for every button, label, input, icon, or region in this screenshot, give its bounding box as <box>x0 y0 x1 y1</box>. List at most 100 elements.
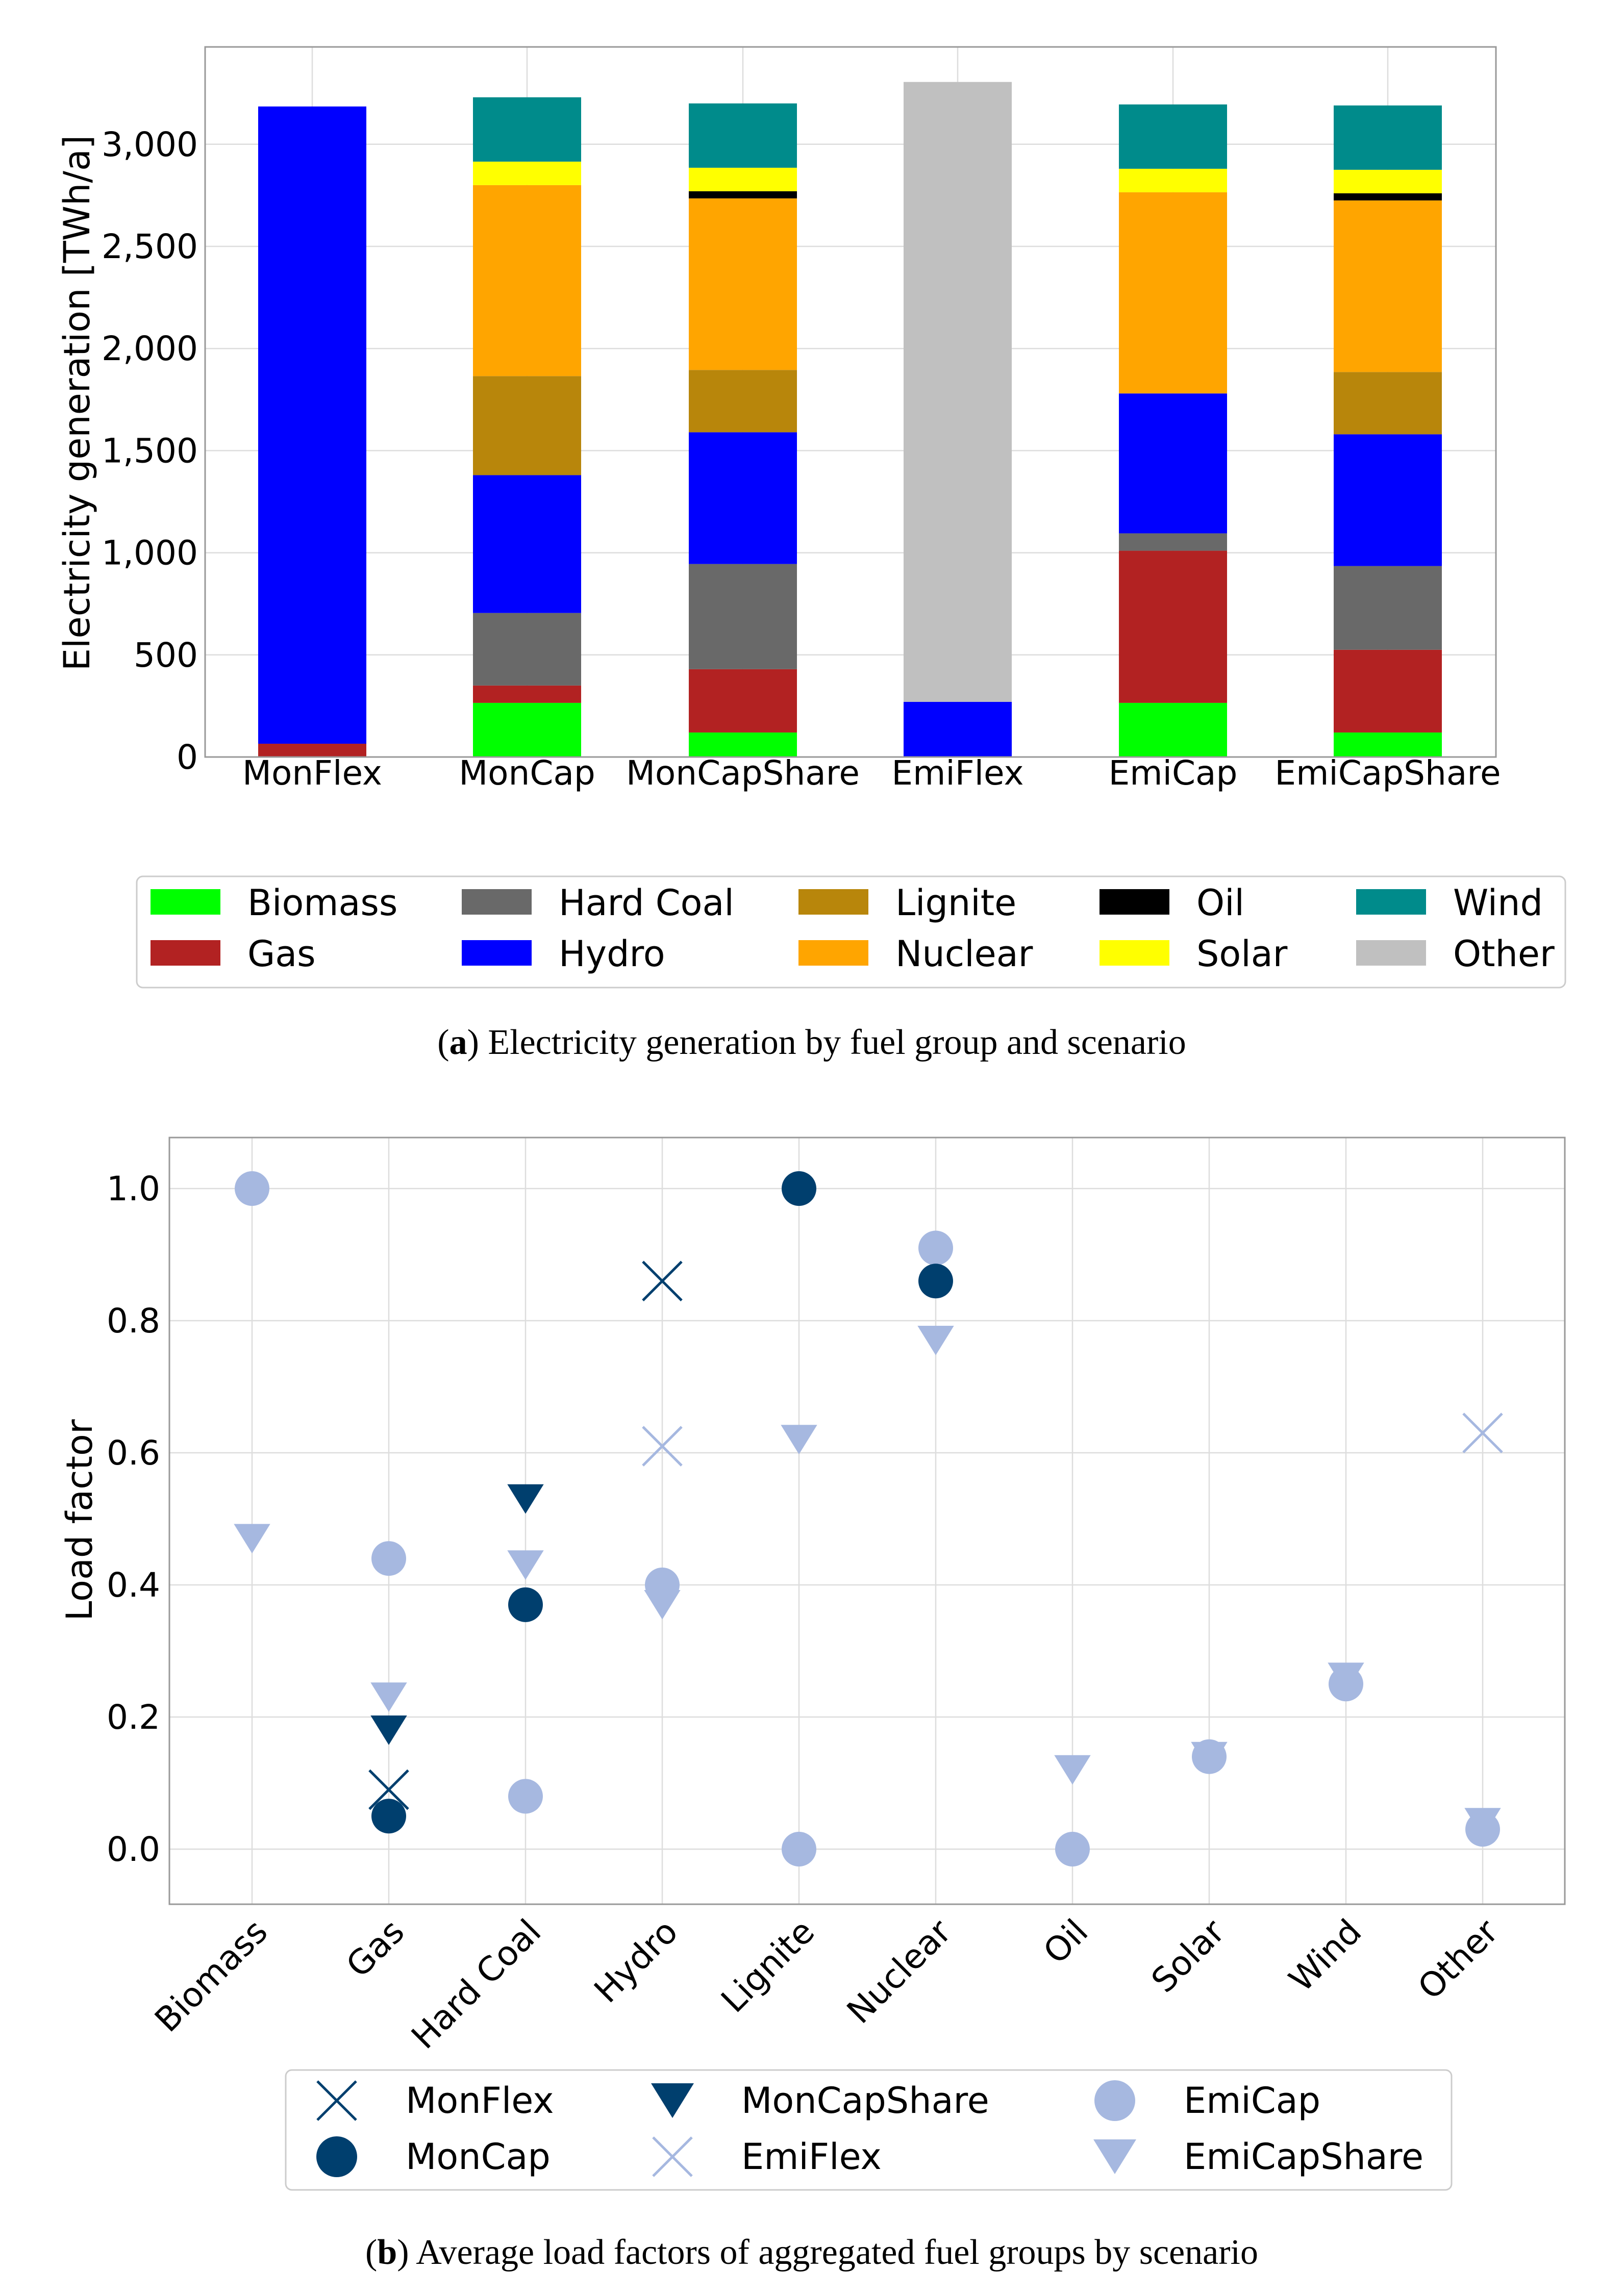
point-emicapshare-gas <box>370 1682 407 1712</box>
bar-emicapshare-lignite <box>1334 372 1442 435</box>
chart-b-plot-frame <box>168 1137 1566 1905</box>
bar-moncap-nuclear <box>473 185 581 376</box>
legend-marker-emicap <box>1094 2080 1135 2121</box>
chart-b-y-ticks: 0.0 0.2 0.4 0.6 0.8 1.0 <box>107 1169 160 1869</box>
bar-moncapshare-solar <box>689 167 797 191</box>
legend-label-lignite: Lignite <box>895 882 1016 924</box>
chart-b-x-tick-label: Biomass <box>147 1912 276 2040</box>
point-emicap-hard-coal <box>508 1779 543 1814</box>
chart-b-y-tick-label: 0.0 <box>107 1830 160 1869</box>
point-emicapshare-oil <box>1054 1755 1091 1785</box>
chart-a-caption-label: a <box>449 1023 467 1062</box>
chart-a-y-ticks: 0 500 1,000 1,500 2,000 2,500 3,000 <box>102 125 198 777</box>
chart-a-x-ticks: MonFlex MonCap MonCapShare EmiFlex EmiCap Emi… <box>242 753 1501 793</box>
legend-swatch-oil <box>1100 889 1169 915</box>
chart-a-y-tick-label: 0 <box>177 738 198 777</box>
bar-moncap-hard-coal <box>473 613 581 686</box>
chart-a-caption-text: Electricity generation by fuel group and… <box>488 1023 1186 1062</box>
chart-b-y-tick-label: 0.8 <box>107 1301 160 1341</box>
legend-label-hard-coal: Hard Coal <box>559 882 734 924</box>
point-emicap-lignite <box>782 1832 816 1866</box>
legend-label-moncapshare: MonCapShare <box>741 2080 989 2122</box>
point-emicapshare-lignite <box>781 1425 817 1454</box>
legend-marker-emicapshare <box>1093 2139 1136 2174</box>
legend-marker-moncapshare <box>651 2083 694 2118</box>
point-emicapshare-biomass <box>234 1524 270 1554</box>
legend-label-wind: Wind <box>1453 882 1543 924</box>
chart-a-gridlines <box>205 47 1496 758</box>
chart-a-x-tick-label: EmiFlex <box>891 753 1023 793</box>
bar-monflex-hydro <box>258 106 366 744</box>
chart-a-caption: (a) Electricity generation by fuel group… <box>437 1023 1186 1062</box>
legend-marker-monflex <box>316 2080 357 2121</box>
bar-emiflex-other <box>904 82 1012 702</box>
bar-emicapshare-biomass <box>1334 732 1442 757</box>
chart-b-y-tick-label: 0.2 <box>107 1698 160 1737</box>
chart-b-x-tick-label: Other <box>1410 1911 1506 2007</box>
point-moncap-gas <box>371 1799 406 1834</box>
legend-swatch-wind <box>1356 889 1426 915</box>
point-emicap-nuclear <box>918 1230 953 1266</box>
point-emicap-oil <box>1055 1832 1090 1866</box>
bar-emicapshare-hydro <box>1334 434 1442 566</box>
bar-emicapshare-gas <box>1334 649 1442 733</box>
bar-moncap-gas <box>473 685 581 703</box>
chart-a-y-tick-label: 500 <box>134 636 198 675</box>
bar-emiflex-hydro <box>904 701 1012 757</box>
legend-label-moncap: MonCap <box>406 2136 551 2178</box>
chart-b-y-tick-label: 0.4 <box>107 1566 160 1605</box>
chart-a-x-tick-label: MonFlex <box>242 753 382 793</box>
bar-moncapshare-nuclear <box>689 198 797 370</box>
chart-a-y-axis-label: Electricity generation [TWh/a] <box>56 135 98 671</box>
chart-a-x-tick-label: MonCap <box>459 753 595 793</box>
point-emicap-biomass <box>235 1171 269 1206</box>
legend-label-hydro: Hydro <box>559 933 665 975</box>
bar-moncap-lignite <box>473 376 581 475</box>
chart-a-legend: Biomass Gas Hard Coal Hydro Lignite Nuclear Oi… <box>151 882 1555 975</box>
legend-swatch-other <box>1356 940 1426 966</box>
legend-label-emicapshare: EmiCapShare <box>1184 2136 1423 2178</box>
bar-emicapshare-nuclear <box>1334 200 1442 372</box>
point-emiflex-hydro <box>642 1426 683 1467</box>
bar-emicapshare-wind <box>1334 105 1442 170</box>
bar-moncapshare-hydro <box>689 432 797 564</box>
chart-a-y-tick-label: 2,500 <box>102 227 198 266</box>
chart-b-x-tick-label: Hard Coal <box>404 1912 549 2057</box>
chart-a-bars <box>258 82 1442 757</box>
chart-b-x-tick-label: Gas <box>339 1912 412 1985</box>
bar-emicap-solar <box>1119 168 1227 192</box>
bar-emicapshare-hard-coal <box>1334 566 1442 650</box>
bar-emicap-wind <box>1119 104 1227 169</box>
chart-b-caption: (b) Average load factors of aggregated f… <box>365 2233 1258 2272</box>
point-emicapshare-nuclear <box>917 1325 954 1355</box>
legend-swatch-lignite <box>798 889 868 915</box>
bar-moncapshare-gas <box>689 669 797 733</box>
chart-a-x-tick-label: EmiCap <box>1109 753 1238 793</box>
legend-swatch-hard-coal <box>462 889 532 915</box>
bar-moncapshare-wind <box>689 103 797 168</box>
legend-swatch-nuclear <box>798 940 868 966</box>
chart-b-y-tick-label: 1.0 <box>107 1169 160 1208</box>
bar-moncap-biomass <box>473 702 581 757</box>
bar-monflex-gas <box>258 743 366 757</box>
point-emicap-gas <box>371 1541 406 1576</box>
chart-b-caption-text: Average load factors of aggregated fuel … <box>416 2233 1258 2272</box>
point-monflex-gas <box>368 1769 409 1810</box>
legend-swatch-gas <box>151 940 220 966</box>
point-moncap-lignite <box>782 1171 816 1206</box>
chart-a-y-tick-label: 1,500 <box>102 431 198 470</box>
chart-b-x-tick-label: Hydro <box>587 1912 686 2011</box>
chart-b-x-tick-label: Solar <box>1144 1911 1233 2000</box>
chart-b-points <box>234 1171 1503 1866</box>
point-emicapshare-wind <box>1328 1662 1364 1693</box>
bar-emicap-gas <box>1119 550 1227 703</box>
chart-b-gridlines <box>169 1138 1565 1904</box>
chart-b-y-tick-label: 0.6 <box>107 1433 160 1473</box>
chart-a-y-tick-label: 3,000 <box>102 125 198 164</box>
chart-b-x-tick-label: Nuclear <box>839 1911 959 2031</box>
bar-moncapshare-biomass <box>689 732 797 757</box>
